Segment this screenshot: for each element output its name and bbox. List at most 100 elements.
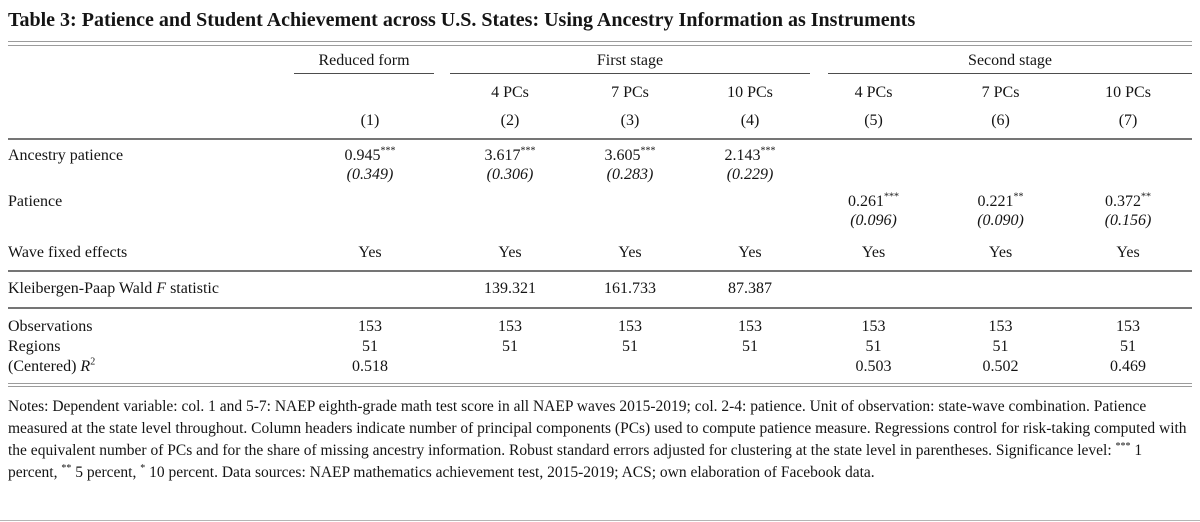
se-cell: (0.096) xyxy=(850,211,897,229)
bottom-double-rule xyxy=(8,382,1192,387)
table-row: Patience 0.261*** 0.221** 0.372** xyxy=(8,184,1192,211)
value-cell: Yes xyxy=(810,229,938,272)
empty-header-cell xyxy=(8,46,290,74)
empty-cell xyxy=(570,356,690,383)
coef-cell: 0.261*** xyxy=(848,191,900,210)
column-number-cell: (7) xyxy=(1064,104,1193,140)
value-cell: 51 xyxy=(502,337,518,355)
empty-cell xyxy=(690,184,810,211)
value-cell: Yes xyxy=(690,229,811,272)
spanner-label: Second stage xyxy=(968,51,1053,69)
column-number-row: (1) (2) (3) (4) (5) (6) (7) xyxy=(8,104,1193,140)
pc-header-cell: 10 PCs xyxy=(727,83,773,101)
value-cell: 153 xyxy=(618,317,642,335)
italic-r: R xyxy=(80,357,91,375)
empty-header-cell xyxy=(8,104,290,140)
empty-cell xyxy=(937,270,1065,309)
coef-cell: 2.143*** xyxy=(724,145,776,164)
value-cell: Yes xyxy=(937,229,1065,272)
coef-cell: 0.221** xyxy=(977,191,1024,210)
value-cell: 153 xyxy=(738,317,763,335)
spanner-first-stage: First stage xyxy=(450,46,811,74)
empty-cell xyxy=(810,270,938,309)
se-cell: (0.090) xyxy=(977,211,1024,229)
empty-cell xyxy=(8,211,290,230)
value-cell: 153 xyxy=(498,317,522,335)
pc-header-cell: 7 PCs xyxy=(981,83,1020,101)
table-row: (0.349) (0.306) (0.283) (0.229) xyxy=(8,165,1192,184)
value-cell: 51 xyxy=(865,337,882,355)
significance-stars: *** xyxy=(1115,440,1131,452)
value-cell: Yes xyxy=(1064,229,1193,272)
table-notes: Notes: Dependent variable: col. 1 and 5-… xyxy=(8,398,1187,481)
stat-cell: 0.503 xyxy=(855,357,892,375)
empty-cell xyxy=(1064,270,1193,309)
empty-header-cell xyxy=(290,74,450,105)
empty-cell xyxy=(290,211,450,230)
column-number-cell: (2) xyxy=(450,104,570,140)
spanner-row: Reduced form First stage Second stage xyxy=(8,46,1193,74)
table-row: (0.096) (0.090) (0.156) xyxy=(8,211,1192,230)
significance-stars: ** xyxy=(1141,191,1152,203)
table-row: Observations 153 153 153 153 153 153 153 xyxy=(8,308,1192,336)
table-row: Regions 51 51 51 51 51 51 51 xyxy=(8,336,1192,356)
column-number-cell: (6) xyxy=(937,104,1065,140)
superscript-two: 2 xyxy=(90,356,96,368)
value-cell: 153 xyxy=(358,317,382,335)
se-cell: (0.156) xyxy=(1104,211,1152,229)
column-number-cell: (3) xyxy=(570,104,690,140)
pc-header-cell: 4 PCs xyxy=(491,83,529,101)
value-cell: 51 xyxy=(362,337,378,355)
value-cell: 51 xyxy=(1120,337,1137,355)
significance-stars: ** xyxy=(61,462,72,474)
empty-cell xyxy=(810,139,937,165)
column-number-cell: (1) xyxy=(290,104,450,140)
row-label: Observations xyxy=(8,317,93,335)
significance-stars: * xyxy=(140,462,146,474)
pc-header-cell: 10 PCs xyxy=(1105,83,1151,101)
empty-cell xyxy=(1064,139,1192,165)
se-cell: (0.283) xyxy=(606,165,654,183)
pc-header-row: 4 PCs 7 PCs 10 PCs 4 PCs 7 PCs 10 PCs xyxy=(8,74,1192,105)
row-label: Patience xyxy=(8,192,63,210)
top-double-rule xyxy=(8,41,1192,46)
empty-cell xyxy=(937,165,1064,184)
stat-cell: 0.502 xyxy=(982,357,1019,375)
stat-cell: 161.733 xyxy=(570,270,690,309)
empty-cell xyxy=(8,165,290,184)
table-row: Ancestry patience 0.945*** 3.617*** 3.60… xyxy=(8,139,1192,165)
coef-cell: 3.605*** xyxy=(604,145,656,164)
empty-cell xyxy=(570,211,690,230)
se-cell: (0.349) xyxy=(346,165,394,183)
spanner-reduced-form: Reduced form xyxy=(290,46,450,74)
spanner-label: First stage xyxy=(596,51,664,69)
empty-cell xyxy=(450,356,570,383)
stat-cell: 87.387 xyxy=(690,270,811,309)
empty-cell xyxy=(290,270,450,309)
column-number-cell: (4) xyxy=(690,104,811,140)
empty-cell xyxy=(290,184,450,211)
stat-cell: 0.518 xyxy=(352,357,388,375)
row-label: Ancestry patience xyxy=(8,146,124,164)
significance-stars: *** xyxy=(884,191,900,203)
stat-cell: 0.469 xyxy=(1110,357,1147,375)
se-cell: (0.229) xyxy=(726,165,774,183)
significance-stars: *** xyxy=(760,145,776,157)
empty-cell xyxy=(450,211,570,230)
empty-cell xyxy=(937,139,1064,165)
coef-cell: 3.617*** xyxy=(484,145,536,164)
value-cell: 51 xyxy=(992,337,1009,355)
empty-cell xyxy=(810,165,937,184)
table-row: Kleibergen-Paap Wald F statistic 139.321… xyxy=(8,270,1193,309)
significance-stars: ** xyxy=(1013,191,1024,203)
value-cell: Yes xyxy=(570,229,690,272)
value-cell: Yes xyxy=(450,229,570,272)
value-cell: 51 xyxy=(742,337,759,355)
pc-header-cell: 4 PCs xyxy=(854,83,893,101)
spanner-label: Reduced form xyxy=(318,51,410,69)
coef-cell: 0.372** xyxy=(1105,191,1152,210)
value-cell: 51 xyxy=(622,337,638,355)
empty-cell xyxy=(1064,165,1192,184)
empty-header-cell xyxy=(8,74,290,105)
